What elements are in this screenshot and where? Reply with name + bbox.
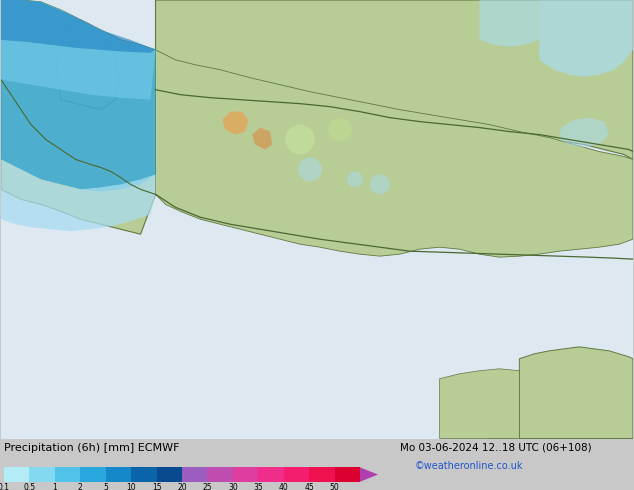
Polygon shape xyxy=(519,347,633,439)
Bar xyxy=(258,467,283,482)
Polygon shape xyxy=(1,0,155,53)
Bar xyxy=(157,467,182,482)
Bar xyxy=(4,467,29,482)
Polygon shape xyxy=(439,369,519,439)
Text: ©weatheronline.co.uk: ©weatheronline.co.uk xyxy=(415,461,524,471)
Polygon shape xyxy=(360,467,378,482)
Bar xyxy=(131,467,157,482)
Polygon shape xyxy=(540,0,633,77)
Polygon shape xyxy=(57,20,119,110)
Text: 2: 2 xyxy=(78,483,82,490)
Polygon shape xyxy=(285,124,315,154)
Bar xyxy=(233,467,258,482)
Bar xyxy=(29,467,55,482)
Text: 10: 10 xyxy=(126,483,136,490)
Polygon shape xyxy=(347,172,363,187)
Polygon shape xyxy=(155,50,633,257)
Polygon shape xyxy=(1,0,155,234)
Text: 0.1: 0.1 xyxy=(0,483,10,490)
Bar xyxy=(335,467,360,482)
Polygon shape xyxy=(479,0,540,47)
Polygon shape xyxy=(489,371,519,439)
Text: 1: 1 xyxy=(53,483,57,490)
Text: 30: 30 xyxy=(228,483,238,490)
Text: 5: 5 xyxy=(103,483,108,490)
Polygon shape xyxy=(1,0,155,99)
Bar xyxy=(309,467,335,482)
Polygon shape xyxy=(155,0,633,159)
Bar xyxy=(81,467,106,482)
Text: 50: 50 xyxy=(330,483,339,490)
Polygon shape xyxy=(252,127,272,149)
Text: 25: 25 xyxy=(203,483,212,490)
Polygon shape xyxy=(298,157,322,181)
Text: 45: 45 xyxy=(304,483,314,490)
Text: 35: 35 xyxy=(254,483,263,490)
Polygon shape xyxy=(328,118,352,142)
Text: Mo 03-06-2024 12..18 UTC (06+108): Mo 03-06-2024 12..18 UTC (06+108) xyxy=(400,442,592,453)
Polygon shape xyxy=(1,0,155,192)
Bar xyxy=(283,467,309,482)
Bar xyxy=(106,467,131,482)
Text: 15: 15 xyxy=(152,483,162,490)
Bar xyxy=(55,467,81,482)
Polygon shape xyxy=(1,159,155,231)
Text: Precipitation (6h) [mm] ECMWF: Precipitation (6h) [mm] ECMWF xyxy=(4,442,179,453)
Polygon shape xyxy=(223,112,249,135)
Bar xyxy=(182,467,207,482)
Bar xyxy=(207,467,233,482)
Polygon shape xyxy=(559,118,609,147)
Text: 40: 40 xyxy=(279,483,288,490)
Text: 20: 20 xyxy=(177,483,187,490)
Text: 0.5: 0.5 xyxy=(23,483,36,490)
Polygon shape xyxy=(370,174,390,195)
